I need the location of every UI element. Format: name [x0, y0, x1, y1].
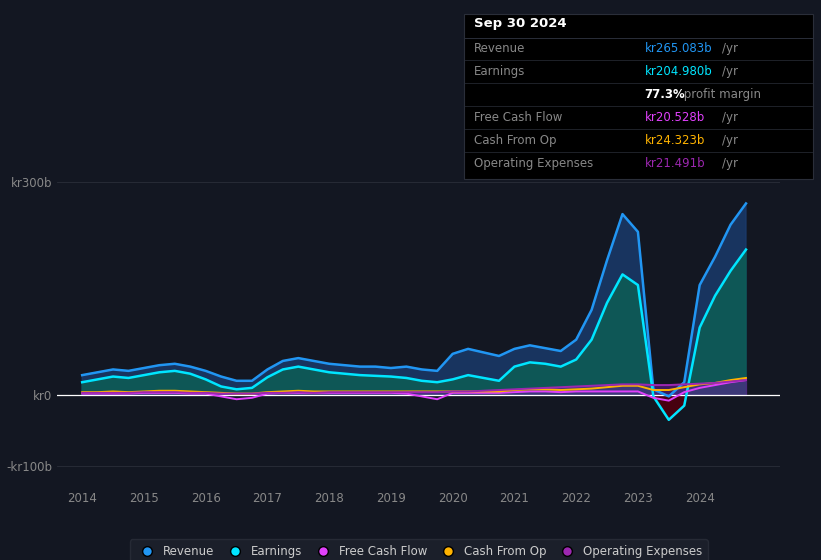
Text: profit margin: profit margin [680, 88, 761, 101]
Text: /yr: /yr [722, 157, 738, 170]
Text: kr20.528b: kr20.528b [644, 111, 704, 124]
Text: kr204.980b: kr204.980b [644, 66, 713, 78]
Text: 77.3%: 77.3% [644, 88, 686, 101]
Text: Revenue: Revenue [474, 43, 525, 55]
Text: /yr: /yr [722, 66, 738, 78]
Text: Cash From Op: Cash From Op [474, 134, 556, 147]
Legend: Revenue, Earnings, Free Cash Flow, Cash From Op, Operating Expenses: Revenue, Earnings, Free Cash Flow, Cash … [130, 539, 708, 560]
Text: Operating Expenses: Operating Expenses [474, 157, 593, 170]
Text: Free Cash Flow: Free Cash Flow [474, 111, 562, 124]
Text: Sep 30 2024: Sep 30 2024 [474, 17, 566, 30]
Text: /yr: /yr [722, 134, 738, 147]
Text: kr24.323b: kr24.323b [644, 134, 705, 147]
Text: /yr: /yr [722, 111, 738, 124]
Text: Earnings: Earnings [474, 66, 525, 78]
Text: /yr: /yr [722, 43, 738, 55]
Text: kr21.491b: kr21.491b [644, 157, 705, 170]
Text: kr265.083b: kr265.083b [644, 43, 712, 55]
